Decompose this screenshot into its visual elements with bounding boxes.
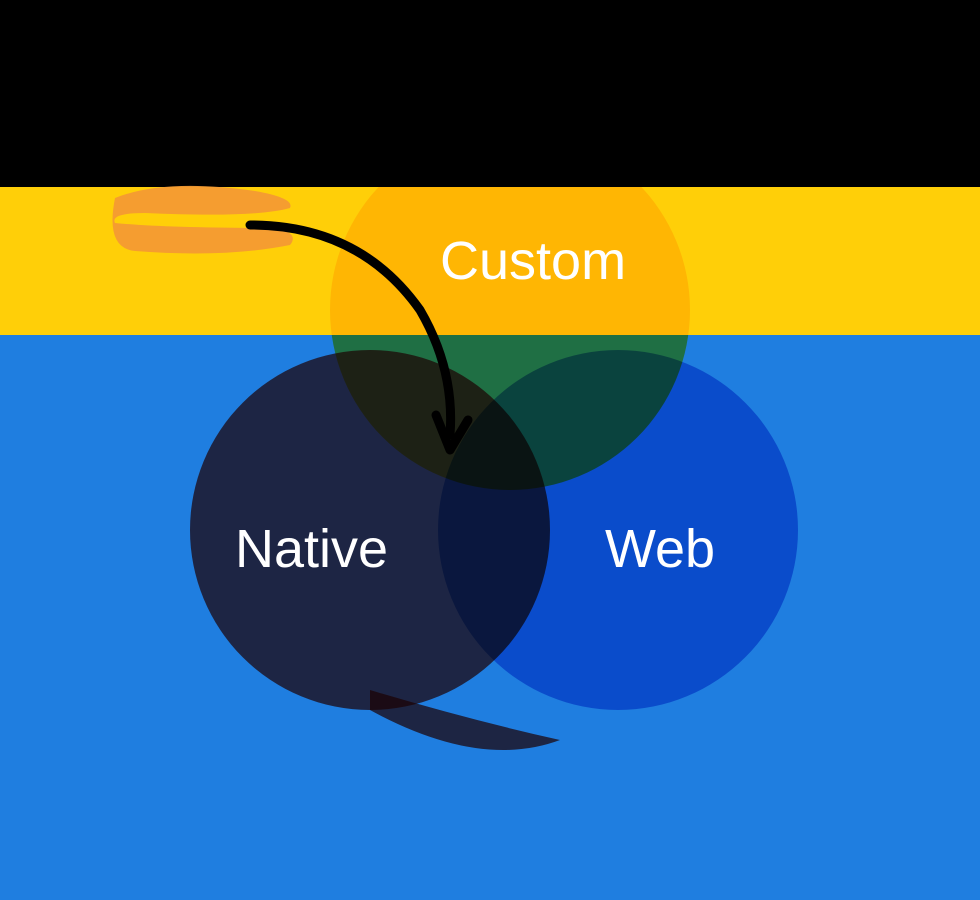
native-tail [0, 0, 980, 900]
venn-diagram [0, 0, 980, 900]
